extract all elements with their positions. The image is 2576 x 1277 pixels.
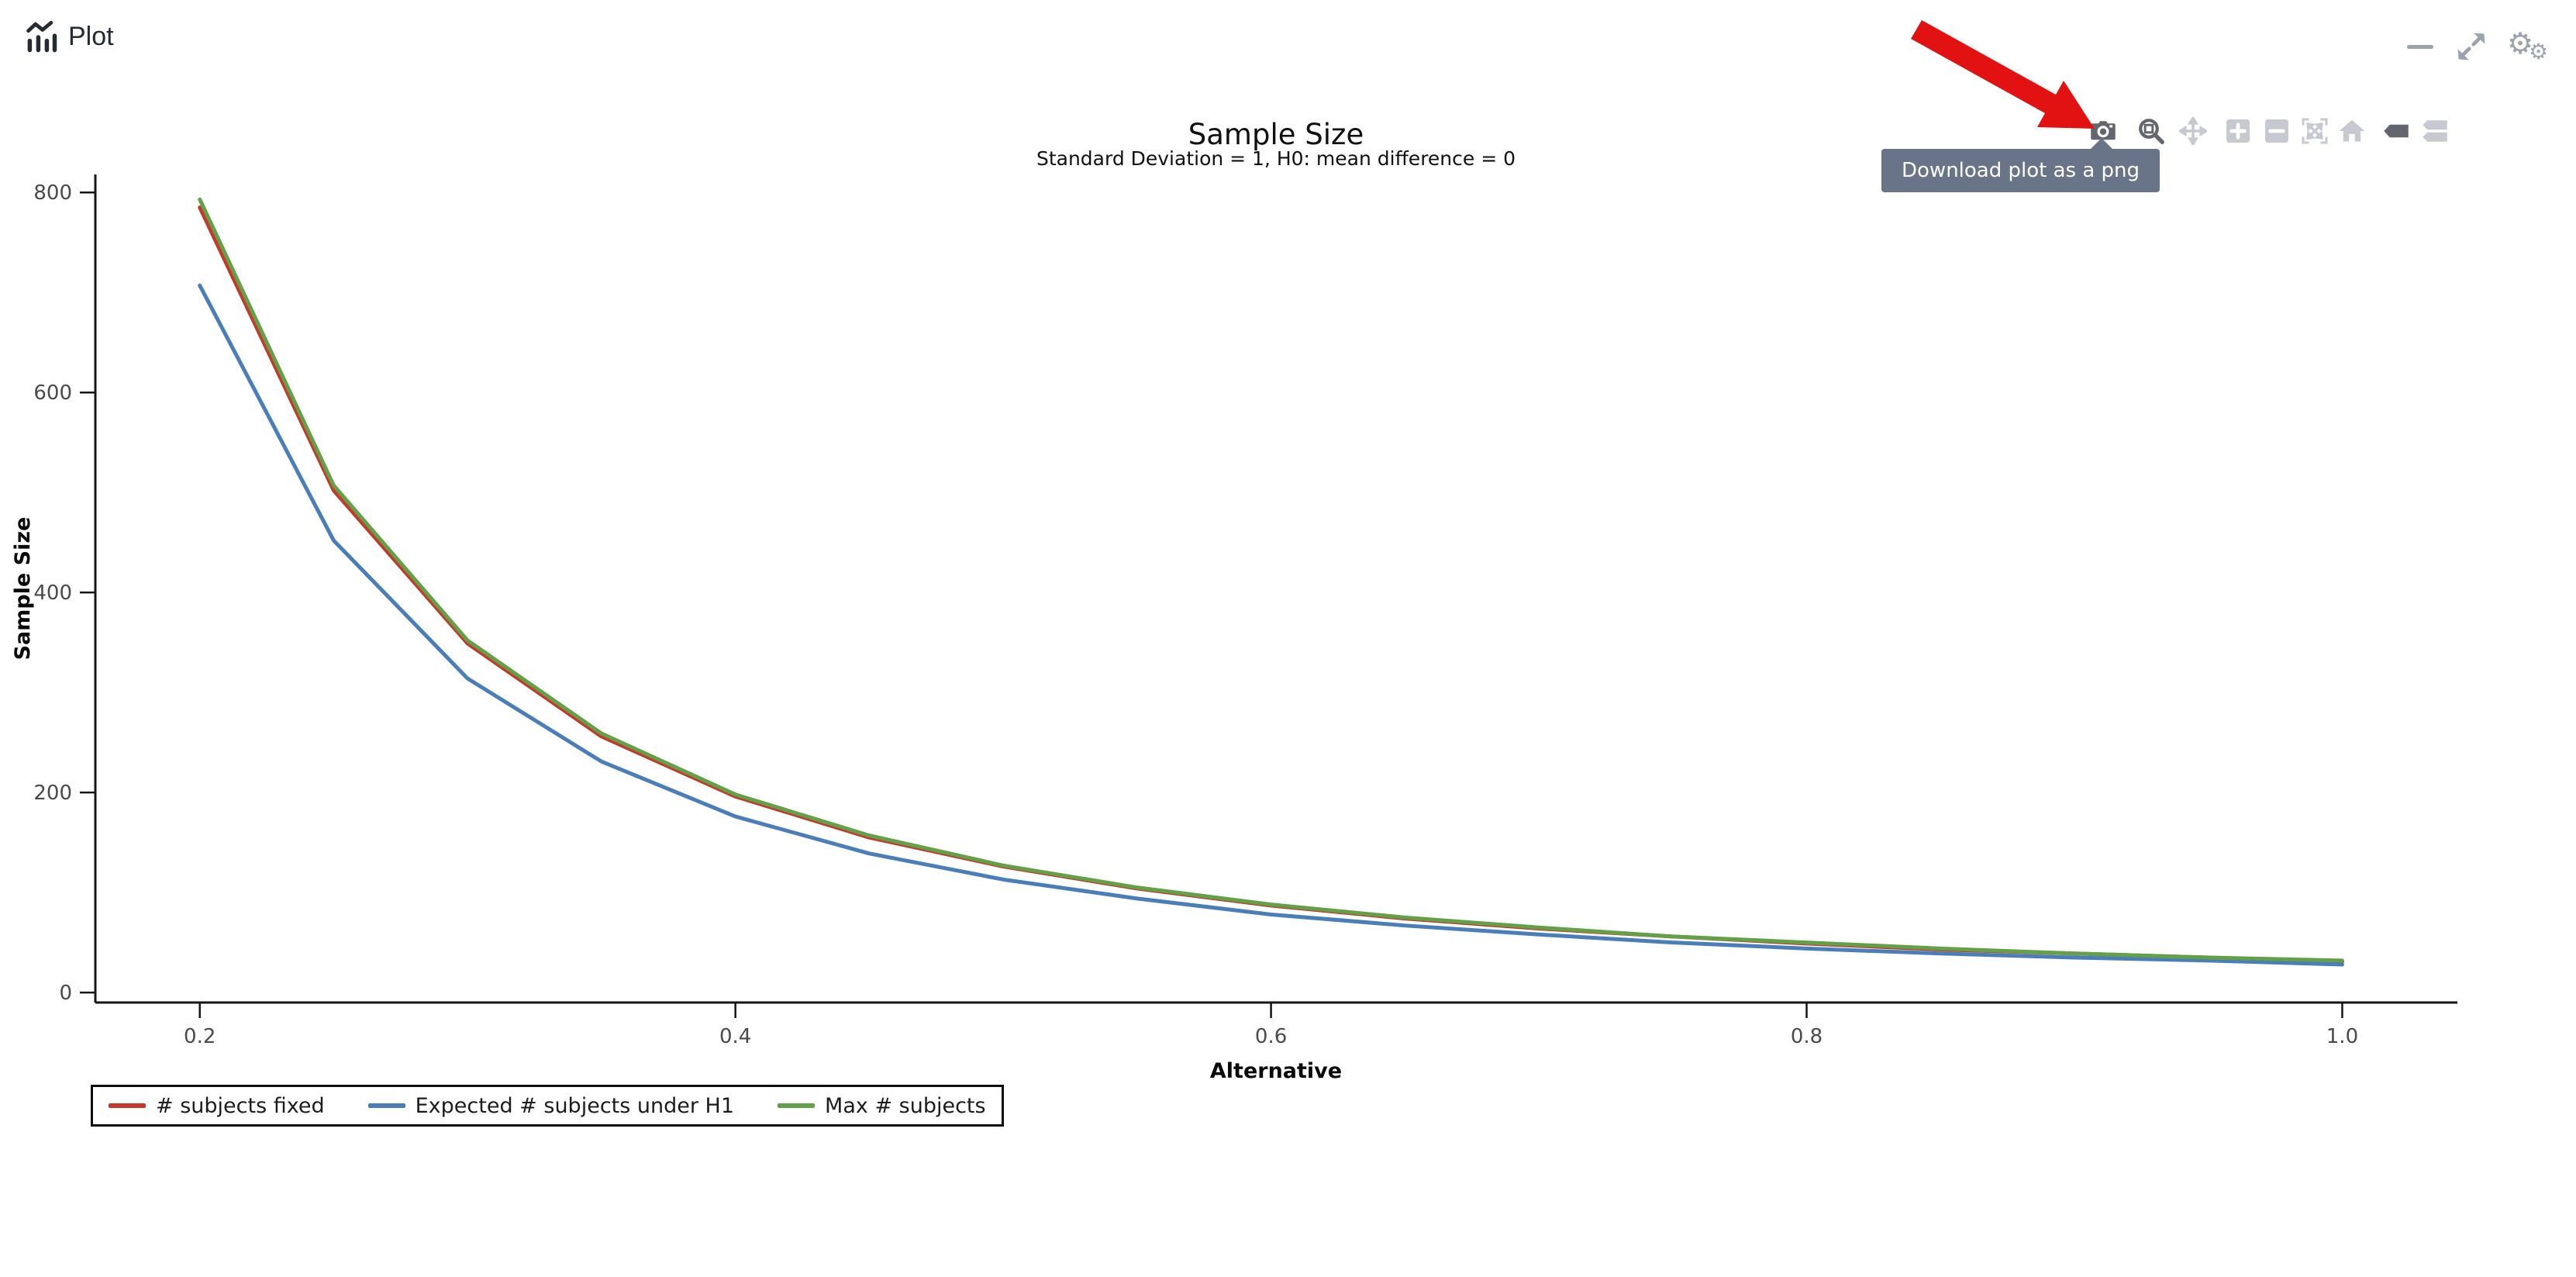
home-icon	[2339, 119, 2365, 142]
x-axis-title: Alternative	[1210, 1059, 1342, 1083]
settings-button[interactable]: ⚙ ⚙	[2505, 26, 2555, 65]
diagonal-expand-arrows-icon	[2457, 33, 2485, 60]
legend-label: # subjects fixed	[156, 1093, 325, 1118]
move-arrows-icon	[2179, 117, 2207, 145]
modebar-pan[interactable]	[2175, 113, 2211, 149]
legend-item-2[interactable]: Max # subjects	[778, 1094, 986, 1118]
legend-swatch-icon	[778, 1103, 816, 1108]
page-title: Plot	[68, 22, 114, 51]
minus-icon	[2407, 44, 2433, 49]
minus-square-icon	[2265, 119, 2288, 143]
double-tag-icon	[2423, 120, 2447, 142]
y-tick-label: 600	[33, 381, 72, 405]
autoscale-icon	[2302, 118, 2328, 144]
x-tick-label: 0.2	[184, 1025, 216, 1048]
legend-label: Max # subjects	[825, 1093, 986, 1118]
x-tick-label: 0.8	[1791, 1025, 1823, 1048]
y-tick-label: 0	[59, 982, 72, 1005]
bar-chart-with-trendline-icon	[26, 20, 57, 53]
minimize-button[interactable]	[2402, 28, 2439, 65]
y-tick-label: 800	[33, 181, 72, 205]
legend-swatch-icon	[367, 1103, 405, 1108]
plus-square-icon	[2226, 119, 2250, 143]
modebar-download-png[interactable]	[2085, 113, 2121, 149]
y-tick-label: 200	[33, 782, 72, 805]
modebar-autoscale[interactable]	[2297, 113, 2333, 149]
modebar-reset-axes[interactable]	[2334, 113, 2370, 149]
modebar-zoom[interactable]	[2133, 113, 2169, 149]
y-axis-title: Sample Size	[11, 517, 35, 661]
chart-title: Sample Size	[1188, 118, 1364, 151]
series-line-1	[198, 283, 2344, 967]
legend-label: Expected # subjects under H1	[415, 1093, 735, 1118]
legend-swatch-icon	[109, 1103, 146, 1108]
x-tick-label: 0.4	[719, 1025, 751, 1048]
series-line-2	[198, 197, 2344, 963]
legend-item-1[interactable]: Expected # subjects under H1	[367, 1093, 735, 1118]
modebar-tooltip: Download plot as a png	[1881, 149, 2160, 192]
x-axis-ticks: 0.2 0.4 0.6 0.8 1.0	[184, 1003, 2358, 1048]
plot-area[interactable]	[95, 174, 2457, 1003]
single-tag-icon	[2384, 124, 2409, 138]
resize-button[interactable]	[2453, 28, 2490, 65]
chart-legend: # subjects fixed Expected # subjects unde…	[91, 1085, 1004, 1127]
chart-subtitle: Standard Deviation = 1, H0: mean differe…	[1036, 147, 1516, 170]
legend-item-0[interactable]: # subjects fixed	[109, 1094, 325, 1118]
modebar-compare-on-hover[interactable]	[2417, 113, 2453, 149]
x-tick-label: 0.6	[1255, 1025, 1287, 1048]
y-tick-label: 400	[33, 582, 72, 605]
window-header: Plot ⚙ ⚙	[0, 0, 2576, 78]
modebar-zoom-out[interactable]	[2259, 113, 2295, 149]
x-tick-label: 1.0	[2326, 1025, 2358, 1048]
modebar-zoom-in[interactable]	[2220, 113, 2256, 149]
double-gear-icon: ⚙ ⚙	[2507, 26, 2549, 64]
magnifier-box-icon	[2139, 119, 2164, 144]
camera-icon	[2091, 121, 2116, 140]
y-axis-ticks: 0 200 400 600 800	[33, 181, 95, 1005]
series-lines	[198, 197, 2344, 967]
modebar-show-closest-on-hover[interactable]	[2378, 113, 2414, 149]
tooltip-pointer	[2090, 138, 2113, 150]
